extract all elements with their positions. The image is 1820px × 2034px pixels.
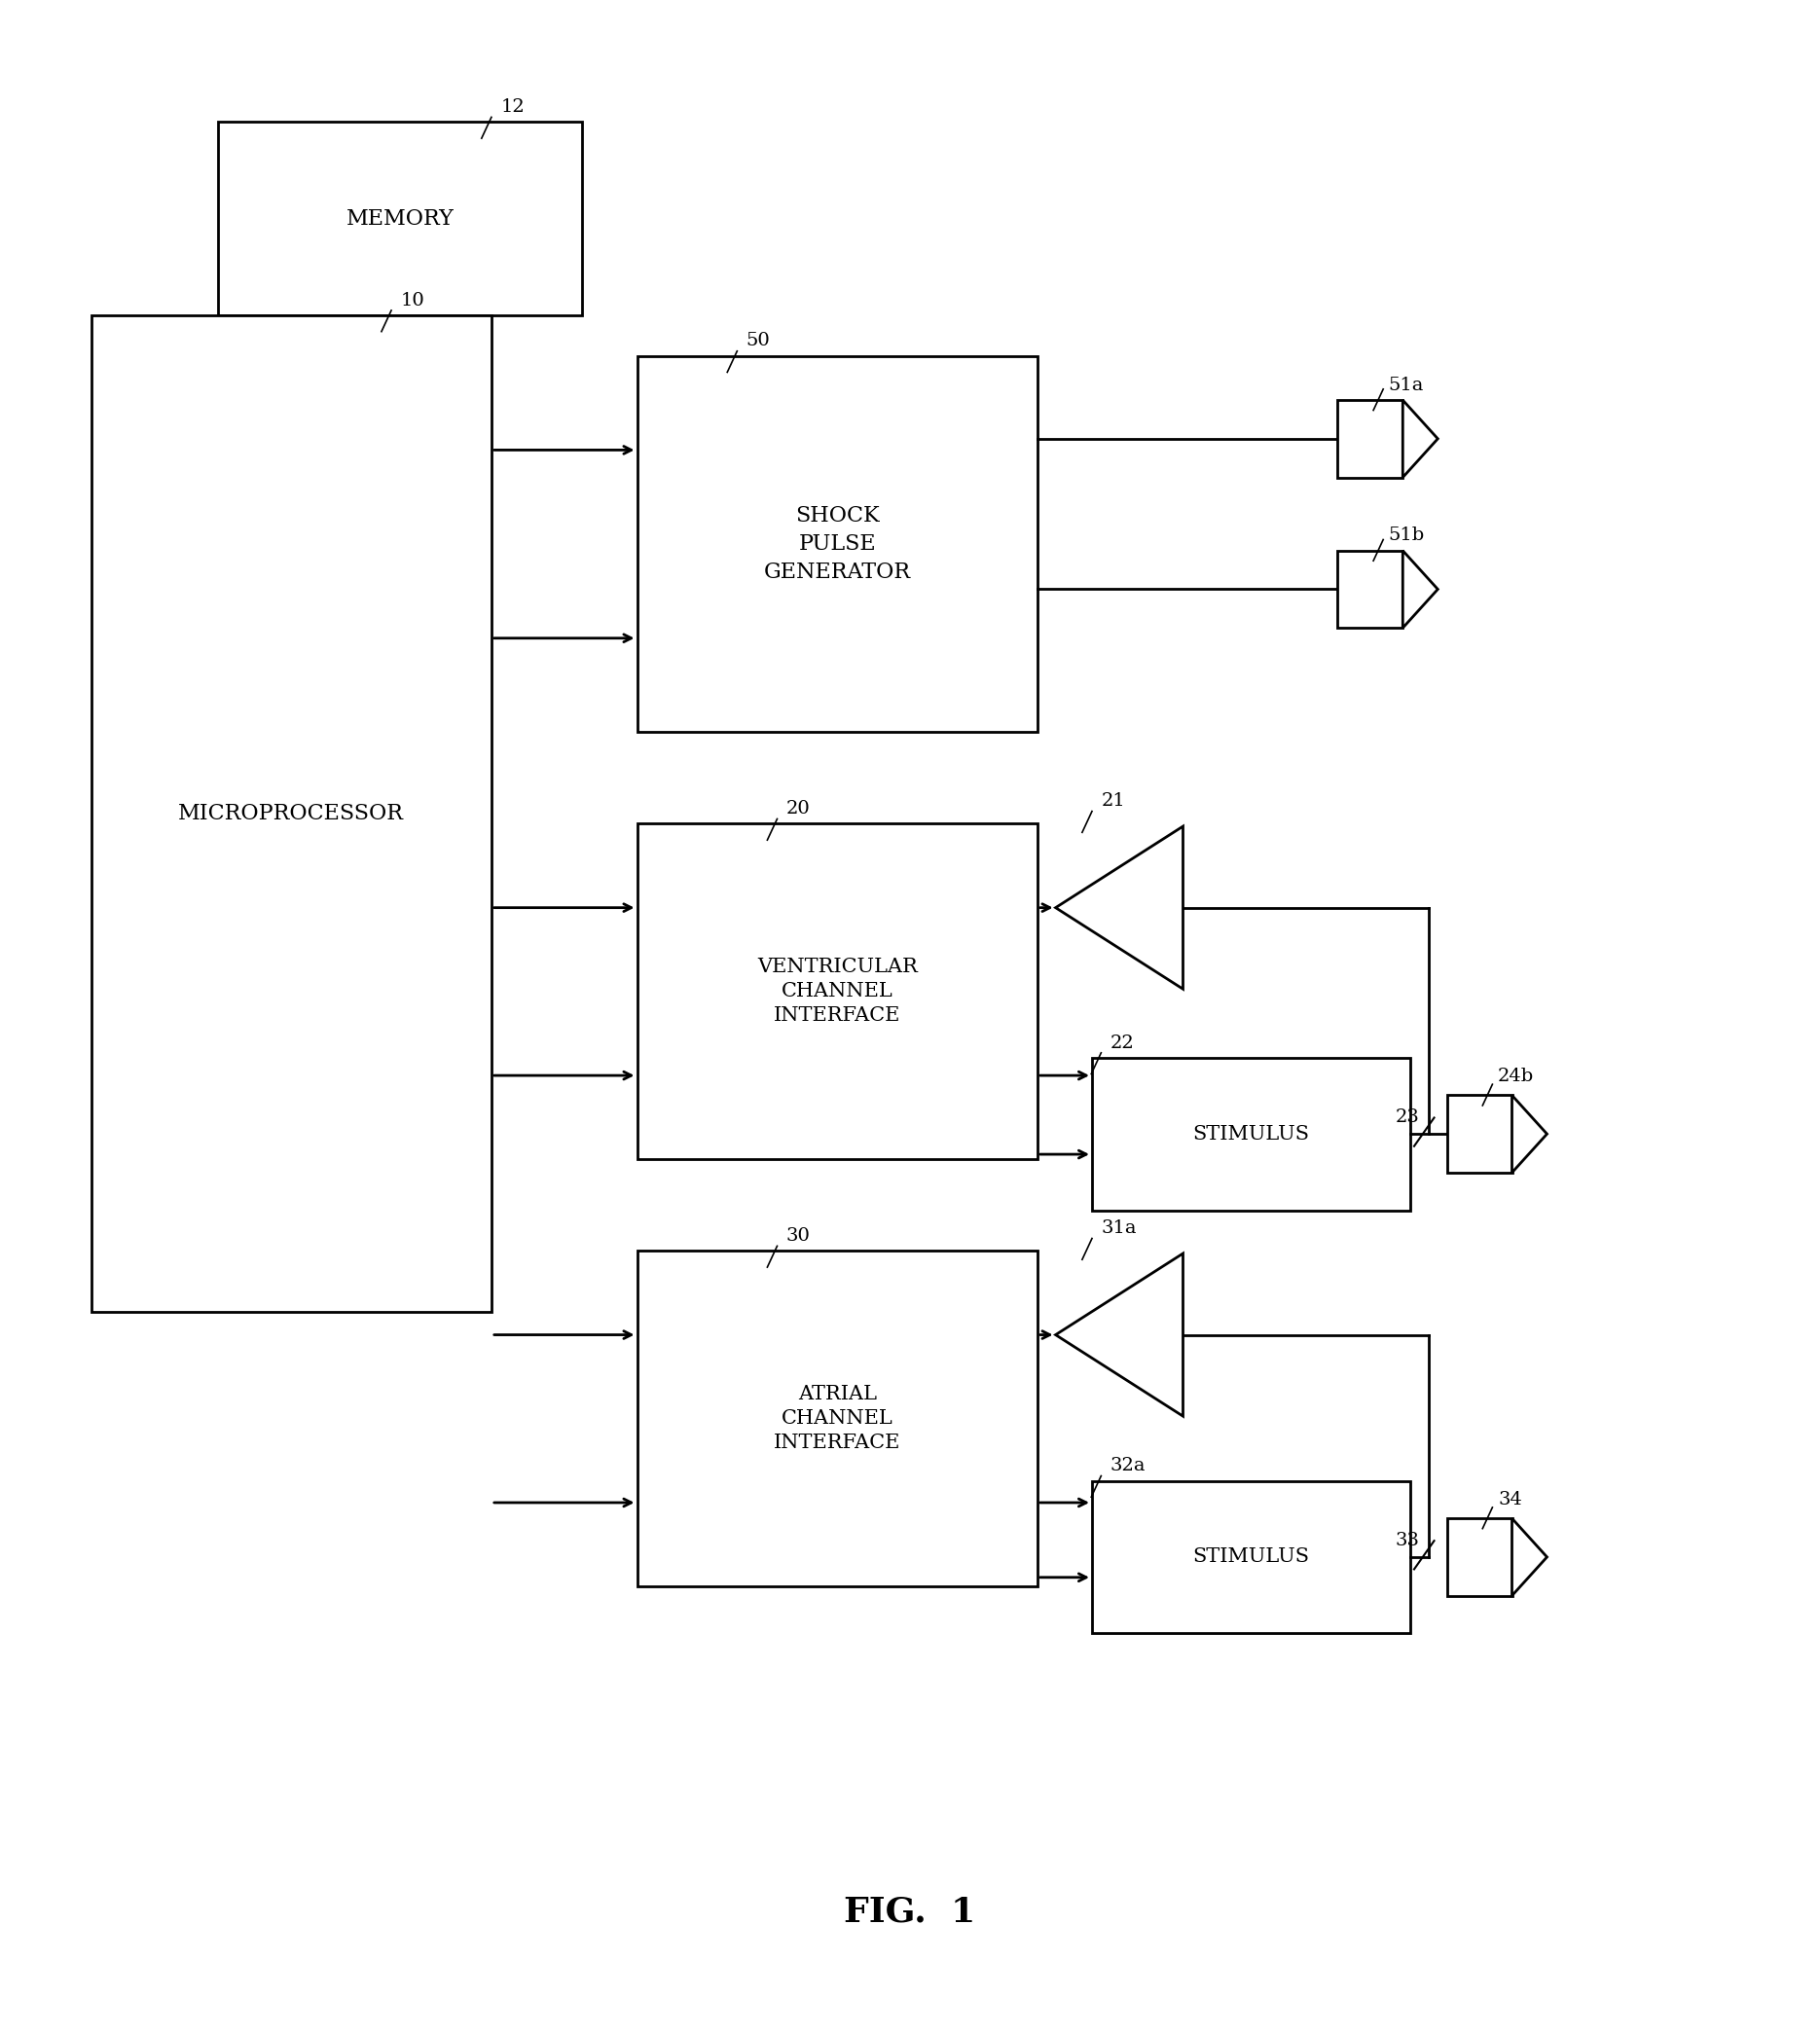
Text: 22: 22: [1110, 1033, 1134, 1052]
Text: 12: 12: [500, 98, 524, 116]
Text: MEMORY: MEMORY: [346, 207, 455, 230]
Polygon shape: [1512, 1094, 1547, 1172]
Bar: [1092, 1058, 1410, 1210]
Bar: [1092, 1481, 1410, 1633]
Bar: [1338, 551, 1403, 629]
Bar: [91, 315, 491, 1312]
Text: 21: 21: [1101, 793, 1125, 810]
Polygon shape: [1403, 551, 1438, 629]
Text: VENTRICULAR
CHANNEL
INTERFACE: VENTRICULAR CHANNEL INTERFACE: [757, 958, 917, 1025]
Bar: [637, 356, 1037, 732]
Polygon shape: [1056, 1253, 1183, 1416]
Text: 50: 50: [746, 332, 770, 350]
Text: STIMULUS: STIMULUS: [1192, 1125, 1310, 1143]
Bar: [637, 1251, 1037, 1587]
Bar: [1447, 1094, 1512, 1172]
Text: STIMULUS: STIMULUS: [1192, 1548, 1310, 1566]
Text: 51a: 51a: [1389, 376, 1423, 395]
Polygon shape: [1403, 401, 1438, 478]
Bar: [218, 122, 582, 315]
Text: 24b: 24b: [1498, 1068, 1534, 1086]
Text: FIG.  1: FIG. 1: [844, 1896, 976, 1928]
Text: 10: 10: [400, 291, 424, 309]
Polygon shape: [1512, 1517, 1547, 1595]
Text: MICROPROCESSOR: MICROPROCESSOR: [178, 803, 404, 824]
Text: 31a: 31a: [1101, 1220, 1138, 1237]
Text: 33: 33: [1396, 1532, 1420, 1550]
Text: SHOCK
PULSE
GENERATOR: SHOCK PULSE GENERATOR: [764, 504, 910, 584]
Text: 34: 34: [1498, 1491, 1522, 1509]
Text: ATRIAL
CHANNEL
INTERFACE: ATRIAL CHANNEL INTERFACE: [774, 1385, 901, 1452]
Text: 51b: 51b: [1389, 527, 1425, 545]
Text: 32a: 32a: [1110, 1456, 1147, 1475]
Text: 20: 20: [786, 799, 810, 818]
Text: 23: 23: [1396, 1109, 1420, 1125]
Polygon shape: [1056, 826, 1183, 989]
Bar: [1447, 1517, 1512, 1595]
Bar: [1338, 401, 1403, 478]
Text: 30: 30: [786, 1227, 810, 1245]
Bar: [637, 824, 1037, 1159]
